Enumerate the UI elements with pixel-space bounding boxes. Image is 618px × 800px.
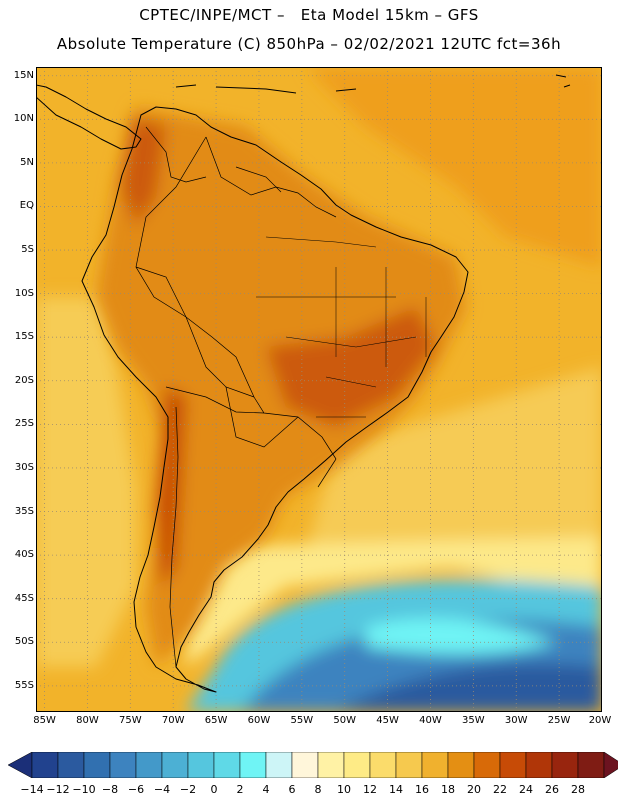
lon-label: 40W xyxy=(419,715,442,726)
lon-label: 35W xyxy=(462,715,485,726)
lon-label: 85W xyxy=(33,715,56,726)
lon-label: 25W xyxy=(547,715,571,726)
colorbar-label: −8 xyxy=(101,783,119,796)
country-borders xyxy=(135,126,427,668)
lon-label: 75W xyxy=(119,715,142,726)
field-pale-band xyxy=(186,537,602,667)
lat-label: 30S xyxy=(14,461,34,473)
colorbar-label: −14 xyxy=(20,783,44,796)
colorbar-label: 0 xyxy=(210,783,218,796)
colorbar-segment xyxy=(395,752,423,778)
colorbar-low-arrow xyxy=(8,752,33,778)
colorbar-high-arrow xyxy=(603,752,618,778)
colorbar-segment xyxy=(109,752,137,778)
colorbar-segment xyxy=(291,752,319,778)
title-line-2: Absolute Temperature (C) 850hPa – 02/02/… xyxy=(56,35,562,53)
lon-label: 70W xyxy=(161,715,185,726)
lat-label: 15S xyxy=(14,331,34,343)
colorbar-segment xyxy=(317,752,345,778)
lon-label: 80W xyxy=(76,715,99,726)
land-hot-field xyxy=(266,307,436,427)
colorbar-segment xyxy=(239,752,267,778)
colorbar-segment xyxy=(31,752,59,778)
colorbar-label: 18 xyxy=(441,783,455,796)
caribbean-islands xyxy=(175,74,571,94)
state-lines xyxy=(256,236,427,418)
lat-label: 35S xyxy=(14,505,34,517)
colorbar-label: 24 xyxy=(519,783,533,796)
coastlines xyxy=(36,74,571,693)
colorbar-label: 6 xyxy=(288,783,296,796)
colorbar-label: 4 xyxy=(262,783,270,796)
colorbar-segment xyxy=(473,752,501,778)
lon-label: 65W xyxy=(204,715,228,726)
lat-label: 20S xyxy=(14,374,34,386)
colorbar-label: 2 xyxy=(236,783,244,796)
lat-label: 10N xyxy=(13,113,34,125)
colorbar-segment xyxy=(577,752,605,778)
lat-label: 5N xyxy=(20,156,34,168)
lon-label: 55W xyxy=(290,715,314,726)
colorbar xyxy=(8,752,618,778)
lon-label: 45W xyxy=(376,715,399,726)
title-line-1: CPTEC/INPE/MCT – Eta Model 15km – GFS xyxy=(139,6,479,24)
colorbar-segment xyxy=(551,752,579,778)
lat-label: 25S xyxy=(14,418,34,430)
colorbar-segment xyxy=(213,752,241,778)
field-cold-pool-deep xyxy=(336,663,602,712)
colorbar-label: 12 xyxy=(363,783,377,796)
colorbar-label: −4 xyxy=(153,783,171,796)
lat-label: 10S xyxy=(14,287,34,299)
colorbar-label: −12 xyxy=(46,783,70,796)
field-north-atlantic-warm xyxy=(306,67,602,267)
field-cold-cyan-patch xyxy=(366,618,556,654)
lat-label: 45S xyxy=(14,592,34,604)
colorbar-label: 22 xyxy=(493,783,507,796)
colorbar-label: −10 xyxy=(72,783,96,796)
lon-label: 20W xyxy=(588,715,612,726)
south-america-coast xyxy=(81,106,469,693)
lat-label: EQ xyxy=(19,200,34,212)
colorbar-segment xyxy=(525,752,553,778)
colorbar-label: 16 xyxy=(415,783,429,796)
lat-label: 5S xyxy=(21,244,34,256)
border-argentina-chile xyxy=(169,386,299,668)
colorbar-segment xyxy=(499,752,527,778)
colorbar-segment xyxy=(187,752,215,778)
lat-label: 40S xyxy=(14,549,34,561)
lon-label: 60W xyxy=(247,715,271,726)
lat-label: 55S xyxy=(14,679,34,691)
central-america-coast xyxy=(36,84,142,150)
colorbar-segment xyxy=(135,752,163,778)
border-venezuela-colombia xyxy=(145,126,282,193)
lat-label: 50S xyxy=(14,636,34,648)
land-hot-andes-south xyxy=(156,387,186,587)
colorbar-segment xyxy=(57,752,85,778)
colorbar-segment xyxy=(161,752,189,778)
colorbar-label: 28 xyxy=(571,783,585,796)
colorbar-segment xyxy=(369,752,397,778)
lon-label: 50W xyxy=(333,715,357,726)
colorbar-label: −6 xyxy=(127,783,145,796)
border-peru-bolivia xyxy=(135,266,265,414)
land-hot-andes xyxy=(121,117,166,227)
colorbar-segment xyxy=(421,752,449,778)
map-border xyxy=(36,67,602,712)
colorbar-label: −2 xyxy=(179,783,197,796)
lon-label: 30W xyxy=(504,715,528,726)
colorbar-label: 20 xyxy=(467,783,481,796)
temperature-map xyxy=(36,67,602,712)
colorbar-label: 26 xyxy=(545,783,559,796)
colorbar-segment xyxy=(447,752,475,778)
field-pacific-cool xyxy=(36,297,136,667)
colorbar-label: 14 xyxy=(389,783,403,796)
colorbar-segment xyxy=(343,752,371,778)
field-south-atlantic-yellow xyxy=(296,367,602,587)
colorbar-label: 10 xyxy=(337,783,351,796)
colorbar-label: 8 xyxy=(314,783,322,796)
colorbar-segment xyxy=(265,752,293,778)
lat-label: 15N xyxy=(13,69,34,81)
colorbar-segment xyxy=(83,752,111,778)
